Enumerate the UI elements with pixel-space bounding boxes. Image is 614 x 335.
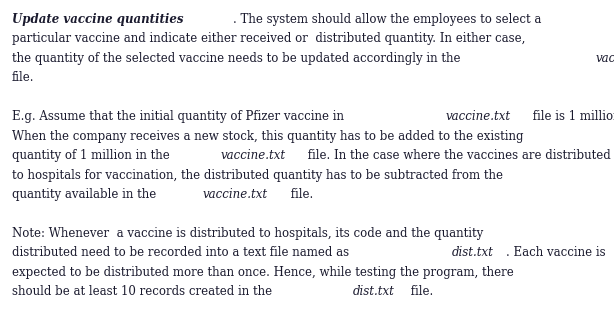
Text: file.: file.	[12, 71, 34, 84]
Text: distributed need to be recorded into a text file named as: distributed need to be recorded into a t…	[12, 246, 353, 259]
Text: particular vaccine and indicate either received or  distributed quantity. In eit: particular vaccine and indicate either r…	[12, 32, 526, 46]
Text: file.: file.	[287, 188, 313, 201]
Text: dist.txt: dist.txt	[352, 285, 394, 298]
Text: Update vaccine quantities: Update vaccine quantities	[12, 13, 184, 26]
Text: file. In the case where the vaccines are distributed: file. In the case where the vaccines are…	[305, 149, 611, 162]
Text: dist.txt: dist.txt	[452, 246, 494, 259]
Text: expected to be distributed more than once. Hence, while testing the program, the: expected to be distributed more than onc…	[12, 266, 514, 279]
Text: vaccine.txt: vaccine.txt	[203, 188, 268, 201]
Text: the quantity of the selected vaccine needs to be updated accordingly in the: the quantity of the selected vaccine nee…	[12, 52, 464, 65]
Text: file.: file.	[406, 285, 433, 298]
Text: Note: Whenever  a vaccine is distributed to hospitals, its code and the quantity: Note: Whenever a vaccine is distributed …	[12, 227, 483, 240]
Text: should be at least 10 records created in the: should be at least 10 records created in…	[12, 285, 276, 298]
Text: When the company receives a new stock, this quantity has to be added to the exis: When the company receives a new stock, t…	[12, 130, 524, 143]
Text: quantity available in the: quantity available in the	[12, 188, 160, 201]
Text: . Each vaccine is: . Each vaccine is	[506, 246, 605, 259]
Text: E.g. Assume that the initial quantity of Pfizer vaccine in: E.g. Assume that the initial quantity of…	[12, 110, 348, 123]
Text: vaccine.txt: vaccine.txt	[445, 110, 510, 123]
Text: . The system should allow the employees to select a: . The system should allow the employees …	[233, 13, 542, 26]
Text: quantity of 1 million in the: quantity of 1 million in the	[12, 149, 174, 162]
Text: vaccine.txt: vaccine.txt	[596, 52, 614, 65]
Text: vaccine.txt: vaccine.txt	[220, 149, 286, 162]
Text: file is 1 million.: file is 1 million.	[529, 110, 614, 123]
Text: to hospitals for vaccination, the distributed quantity has to be subtracted from: to hospitals for vaccination, the distri…	[12, 169, 503, 182]
